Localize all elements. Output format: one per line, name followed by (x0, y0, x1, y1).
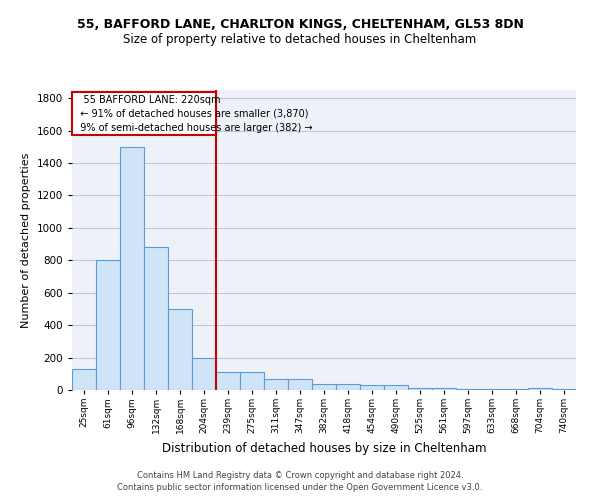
Y-axis label: Number of detached properties: Number of detached properties (21, 152, 31, 328)
Text: Size of property relative to detached houses in Cheltenham: Size of property relative to detached ho… (124, 32, 476, 46)
Bar (408, 388, 432, 390)
Bar (312, 384, 336, 390)
Bar (456, 389, 480, 390)
Bar (144, 248, 168, 390)
Bar (264, 378, 288, 390)
Bar (384, 385, 408, 390)
Bar (240, 372, 264, 390)
Text: 55, BAFFORD LANE, CHARLTON KINGS, CHELTENHAM, GL53 8DN: 55, BAFFORD LANE, CHARLTON KINGS, CHELTE… (77, 18, 523, 30)
X-axis label: Distribution of detached houses by size in Cheltenham: Distribution of detached houses by size … (162, 442, 486, 454)
Bar (72, 369, 96, 390)
Bar (288, 378, 312, 390)
Text: 55 BAFFORD LANE: 220sqm
  ← 91% of detached houses are smaller (3,870)
  9% of s: 55 BAFFORD LANE: 220sqm ← 91% of detache… (74, 94, 313, 132)
Text: Contains HM Land Registry data © Crown copyright and database right 2024.: Contains HM Land Registry data © Crown c… (137, 471, 463, 480)
Bar (504, 389, 528, 390)
Bar (96, 260, 120, 390)
Text: Contains public sector information licensed under the Open Government Licence v3: Contains public sector information licen… (118, 484, 482, 492)
Bar (480, 389, 504, 390)
Bar (120, 147, 144, 390)
FancyBboxPatch shape (72, 92, 216, 136)
Bar (336, 384, 360, 390)
Bar (216, 372, 240, 390)
Bar (168, 309, 192, 390)
Bar (192, 358, 216, 390)
Bar (432, 388, 456, 390)
Bar (360, 385, 384, 390)
Bar (552, 389, 576, 390)
Bar (528, 388, 552, 390)
